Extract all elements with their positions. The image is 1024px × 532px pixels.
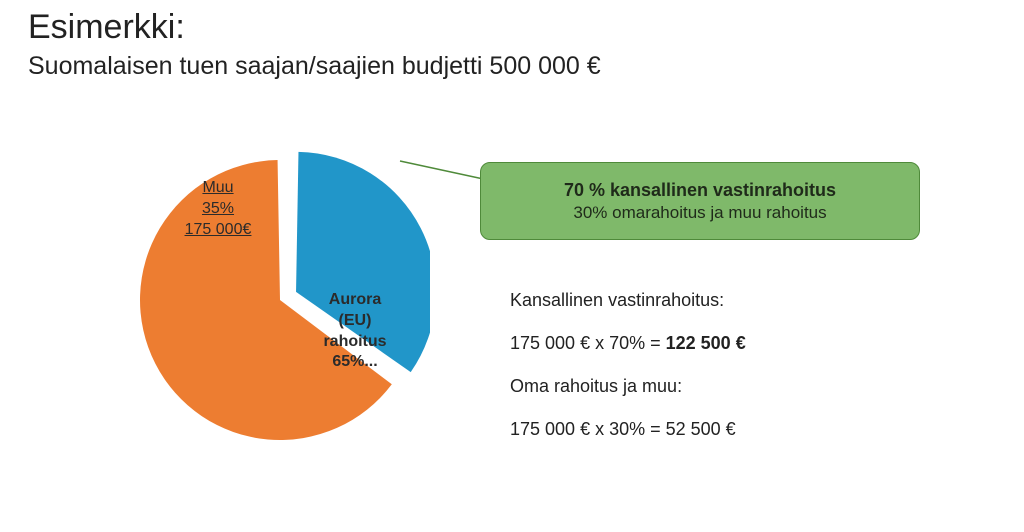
callout-box: 70 % kansallinen vastinrahoitus 30% omar…: [480, 162, 920, 240]
pie-label-muu-name: Muu: [202, 179, 233, 196]
details-heading1: Kansallinen vastinrahoitus:: [510, 290, 940, 311]
slide-title: Esimerkki:: [28, 8, 185, 47]
pie-label-muu-amount: 175 000€: [168, 220, 268, 241]
pie-label-aurora-l1: Aurora: [329, 291, 381, 308]
slide-subtitle: Suomalaisen tuen saajan/saajien budjetti…: [28, 52, 601, 81]
details-calc1-prefix: 175 000 € x 70% =: [510, 333, 666, 353]
pie-label-aurora-l2: (EU): [339, 312, 372, 329]
callout-line1: 70 % kansallinen vastinrahoitus: [564, 180, 836, 201]
pie-label-aurora: Aurora (EU) rahoitus 65%...: [300, 290, 410, 373]
details-calc2: 175 000 € x 30% = 52 500 €: [510, 419, 940, 440]
callout-line2: 30% omarahoitus ja muu rahoitus: [573, 203, 826, 223]
pie-label-aurora-l3: rahoitus: [323, 333, 386, 350]
details-block: Kansallinen vastinrahoitus: 175 000 € x …: [510, 290, 940, 462]
details-calc1-result: 122 500 €: [666, 333, 746, 353]
pie-label-muu-pct: 35%: [168, 199, 268, 220]
pie-label-aurora-l4: 65%...: [332, 353, 377, 370]
slide: Esimerkki: Suomalaisen tuen saajan/saaji…: [0, 0, 1024, 532]
details-heading2: Oma rahoitus ja muu:: [510, 376, 940, 397]
pie-label-muu: Muu 35% 175 000€: [168, 178, 268, 240]
details-calc1: 175 000 € x 70% = 122 500 €: [510, 333, 940, 354]
